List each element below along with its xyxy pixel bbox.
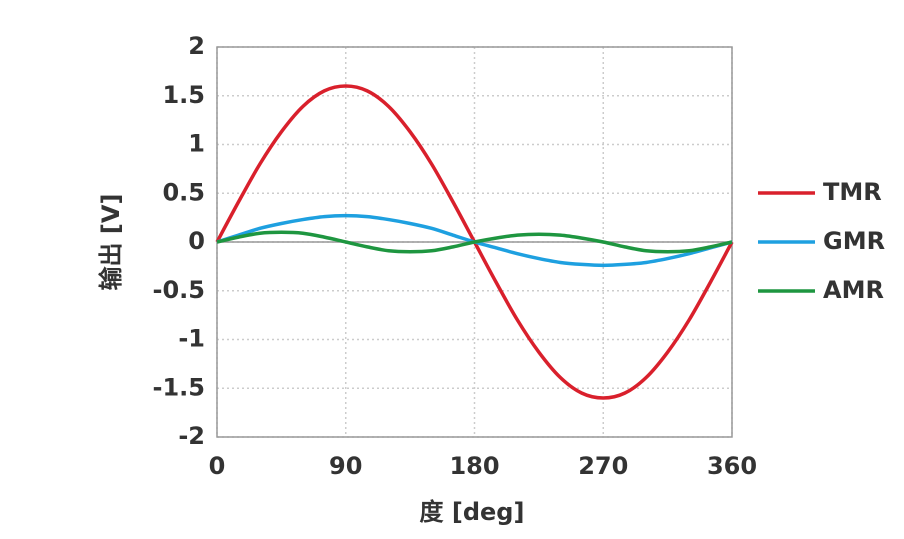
x-axis-label: 度 [deg] bbox=[420, 498, 525, 526]
legend-label: GMR bbox=[823, 227, 885, 255]
y-tick-label: 2 bbox=[188, 32, 205, 60]
y-tick-label: 1.5 bbox=[162, 81, 205, 109]
x-tick-label: 0 bbox=[209, 452, 226, 480]
y-tick-label: -2 bbox=[178, 422, 205, 450]
y-tick-label: -1 bbox=[178, 325, 205, 353]
y-tick-label: 0 bbox=[188, 227, 205, 255]
y-tick-label: 0.5 bbox=[162, 178, 205, 206]
line-series bbox=[216, 230, 733, 254]
legend-label: TMR bbox=[823, 178, 882, 206]
y-tick-label: -1.5 bbox=[153, 373, 205, 401]
x-tick-label: 180 bbox=[449, 452, 499, 480]
y-tick-label: -0.5 bbox=[153, 276, 205, 304]
legend-label: AMR bbox=[823, 276, 884, 304]
y-axis-label: 输出 [V] bbox=[97, 194, 125, 291]
x-tick-label: 360 bbox=[707, 452, 757, 480]
x-tick-label: 270 bbox=[578, 452, 628, 480]
x-tick-label: 90 bbox=[329, 452, 362, 480]
y-tick-label: 1 bbox=[188, 130, 205, 158]
